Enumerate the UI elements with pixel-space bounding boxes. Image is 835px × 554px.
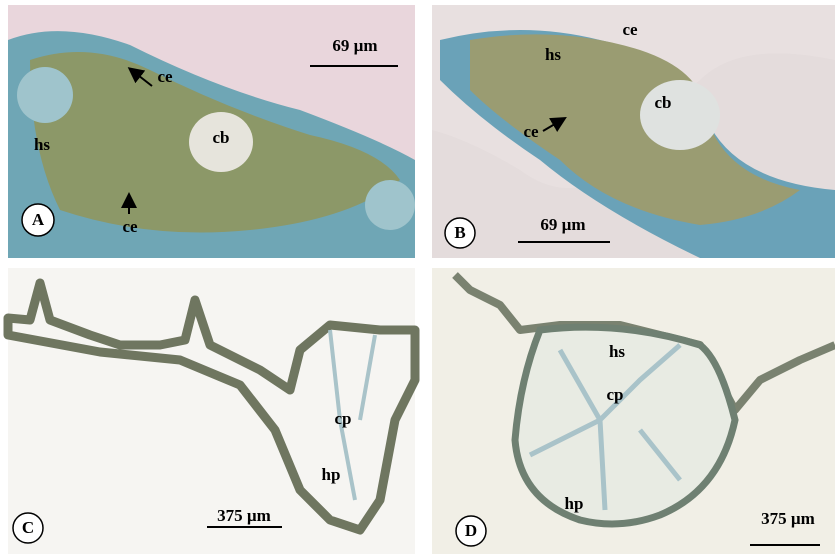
scale-label: 375 µm: [761, 509, 815, 528]
cell: [640, 80, 720, 150]
bundle: [17, 67, 73, 123]
label: ce: [122, 217, 138, 236]
label: cp: [607, 385, 624, 404]
panel-letter: B: [454, 223, 465, 242]
label: hp: [322, 465, 341, 484]
scale-label: 375 µm: [217, 506, 271, 525]
panel-a: 69 µm ce hs cb ce A: [8, 5, 415, 258]
label: hs: [609, 342, 625, 361]
label: hs: [545, 45, 561, 64]
panel-b: 69 µm ce hs cb ce B: [432, 5, 835, 258]
scale-label: 69 µm: [540, 215, 585, 234]
figure: 69 µm ce hs cb ce A 69 µm ce hs cb ce B …: [0, 0, 835, 554]
label: hp: [565, 494, 584, 513]
label: hs: [34, 135, 50, 154]
bundle: [365, 180, 415, 230]
panel-letter: D: [465, 521, 477, 540]
label: cb: [213, 128, 230, 147]
label: cb: [655, 93, 672, 112]
panel-d: 375 µm hs cp hp D: [432, 268, 835, 554]
panel-letter: C: [22, 518, 34, 537]
label: cp: [335, 409, 352, 428]
label: ce: [622, 20, 638, 39]
label: ce: [523, 122, 539, 141]
panel-c: 375 µm cp hp C: [8, 268, 415, 554]
panel-background: [8, 268, 415, 554]
label: ce: [157, 67, 173, 86]
scale-label: 69 µm: [332, 36, 377, 55]
panel-letter: A: [32, 210, 45, 229]
